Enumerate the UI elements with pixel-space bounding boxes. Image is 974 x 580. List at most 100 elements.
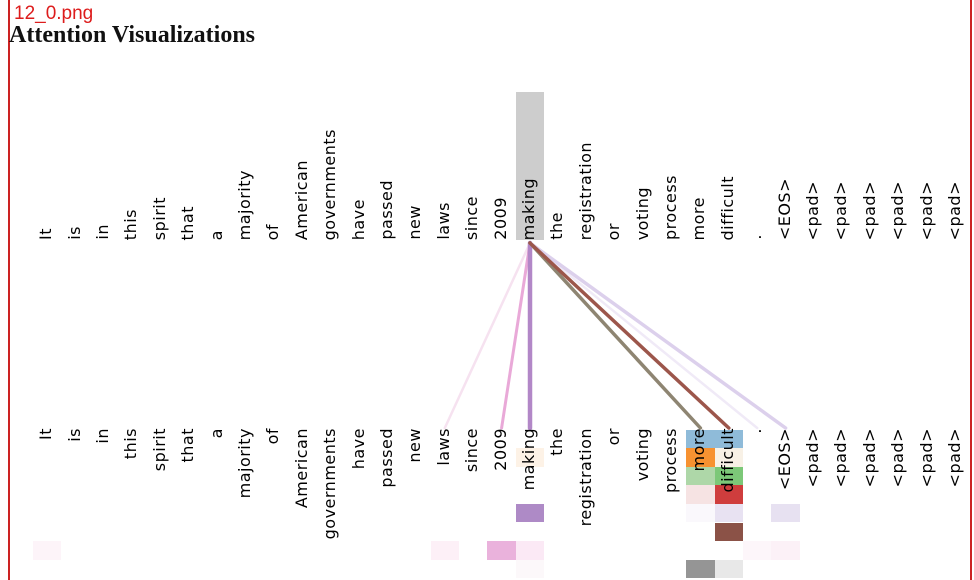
target-token-22: process	[661, 428, 680, 493]
attention-cell-h6-2009	[487, 541, 516, 560]
source-token-29: <pad>	[859, 180, 879, 240]
attention-line-to-2009	[500, 241, 532, 430]
target-token-6: a	[206, 428, 226, 439]
target-token-30: <pad>	[888, 428, 908, 488]
source-token-7: majority	[235, 169, 254, 240]
target-token-21: voting	[632, 428, 652, 482]
source-token-12: passed	[377, 180, 396, 240]
target-token-26: <EOS>	[774, 428, 794, 491]
source-token-23: more	[689, 196, 709, 240]
attention-cell-h0-difficult	[714, 429, 743, 449]
source-token-15: since	[462, 195, 482, 240]
source-token-21: voting	[632, 186, 652, 240]
target-token-23: more	[689, 428, 709, 472]
source-token-4: spirit	[149, 196, 169, 240]
target-token-25: .	[746, 428, 766, 434]
attention-cell-h6-<EOS>	[771, 541, 800, 560]
source-token-6: a	[206, 229, 226, 240]
attention-cell-h1-difficult	[714, 448, 743, 467]
attention-cell-h5-difficult	[714, 522, 743, 542]
target-token-7: majority	[235, 428, 254, 499]
target-token-16: 2009	[490, 428, 510, 471]
target-token-11: have	[348, 428, 368, 470]
source-token-31: <pad>	[916, 180, 936, 240]
attention-cell-h2-more	[686, 466, 715, 486]
target-token-18: the	[547, 428, 567, 456]
source-token-26: <EOS>	[774, 177, 794, 240]
source-token-25: .	[746, 234, 766, 240]
target-token-1: is	[64, 428, 84, 442]
target-token-19: registration	[575, 428, 595, 527]
attention-cell-h6-making	[515, 541, 545, 560]
target-token-12: passed	[377, 428, 396, 488]
source-token-27: <pad>	[803, 180, 822, 240]
filename-label: 12_0.png	[14, 3, 94, 24]
target-token-20: or	[604, 428, 624, 446]
attention-line-to-.	[528, 241, 759, 430]
attention-cell-h4-difficult	[714, 503, 743, 523]
attention-cell-h1-more	[686, 448, 715, 467]
target-token-27: <pad>	[803, 428, 822, 488]
attention-cell-h6-It	[33, 541, 62, 560]
attention-cell-h4-more	[686, 503, 715, 523]
target-token-28: <pad>	[831, 428, 851, 488]
source-token-2: in	[93, 224, 112, 240]
attention-cell-h3-difficult	[714, 485, 743, 504]
target-token-15: since	[462, 428, 482, 473]
attention-cell-h6-.	[743, 541, 772, 560]
target-token-9: American	[291, 428, 311, 509]
target-token-5: that	[178, 428, 198, 463]
target-token-8: of	[263, 428, 283, 445]
source-token-14: laws	[433, 202, 453, 240]
attention-cell-h7-difficult	[714, 559, 743, 579]
source-token-20: or	[604, 222, 624, 240]
target-token-24: difficult	[717, 428, 737, 493]
selected-token-highlight	[515, 92, 545, 240]
target-token-17: making	[519, 428, 538, 491]
attention-cell-h2-difficult	[714, 466, 743, 486]
attention-cell-h1-making	[515, 448, 545, 467]
source-token-30: <pad>	[888, 180, 908, 240]
source-token-16: 2009	[490, 197, 510, 240]
attention-line-to-difficult	[528, 241, 731, 430]
attention-line-to-more	[528, 241, 703, 430]
attention-line-to-<EOS>	[528, 241, 788, 430]
source-token-24: difficult	[717, 175, 737, 240]
target-token-10: governments	[320, 428, 340, 540]
source-token-19: registration	[575, 141, 595, 240]
target-token-31: <pad>	[916, 428, 936, 488]
attention-cell-h7-making	[515, 559, 545, 579]
source-token-9: American	[291, 159, 311, 240]
attention-cell-h4-making	[515, 503, 545, 523]
attention-line-to-laws	[443, 241, 532, 430]
source-token-13: new	[405, 205, 425, 240]
source-token-28: <pad>	[831, 180, 851, 240]
target-token-2: in	[93, 428, 112, 444]
target-token-0: It	[36, 428, 56, 440]
target-token-13: new	[405, 428, 425, 463]
attention-cell-h3-more	[686, 485, 715, 504]
source-token-5: that	[178, 205, 198, 241]
source-token-22: process	[661, 175, 680, 240]
source-token-1: is	[64, 226, 84, 240]
source-token-32: <pad>	[945, 180, 964, 240]
attention-cell-h6-laws	[430, 541, 459, 560]
source-token-0: It	[36, 228, 56, 240]
attention-cell-h4-<EOS>	[771, 503, 800, 523]
source-token-10: governments	[320, 128, 340, 240]
attention-cell-h0-more	[686, 429, 715, 449]
target-token-4: spirit	[149, 428, 169, 472]
target-token-32: <pad>	[945, 428, 964, 488]
source-token-18: the	[547, 212, 567, 240]
target-token-14: laws	[433, 428, 453, 466]
target-token-29: <pad>	[859, 428, 879, 488]
target-token-3: this	[121, 428, 141, 460]
source-token-11: have	[348, 198, 368, 240]
source-token-8: of	[263, 223, 283, 240]
source-token-17: making	[519, 177, 538, 240]
attention-cell-h7-more	[686, 559, 715, 579]
source-token-3: this	[121, 208, 141, 240]
page-title: Attention Visualizations	[9, 22, 256, 48]
